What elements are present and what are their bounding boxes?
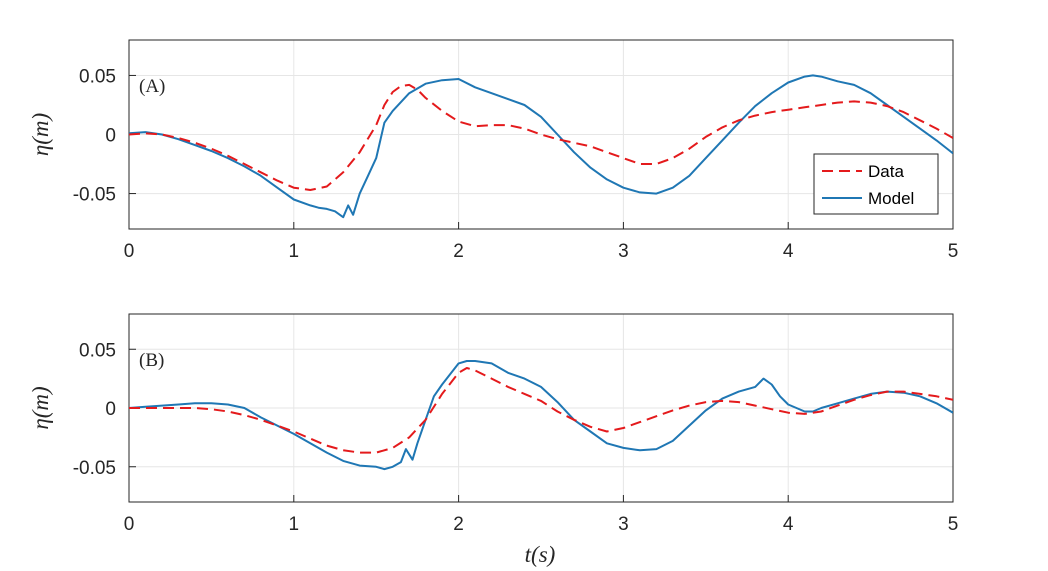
- x-tick-label: 0: [124, 241, 135, 262]
- y-tick-label: 0.05: [79, 66, 116, 87]
- model-series-line: [129, 74, 953, 219]
- x-tick-label: 1: [289, 241, 300, 262]
- y-axis-label: η(m): [28, 386, 53, 429]
- model-series-line: [129, 360, 953, 471]
- data-series-line: [129, 83, 953, 191]
- panel-label: (B): [139, 350, 164, 371]
- x-tick-label: 0: [124, 514, 135, 535]
- y-tick-label: 0.05: [79, 340, 116, 361]
- x-tick-label: 2: [453, 514, 464, 535]
- x-tick-label: 4: [783, 241, 794, 262]
- data-series-line: [129, 367, 953, 454]
- legend-box: [813, 153, 939, 215]
- y-tick-label: -0.05: [73, 185, 116, 206]
- x-tick-label: 3: [618, 514, 629, 535]
- legend-label-model: Model: [868, 189, 914, 208]
- x-tick-label: 5: [948, 514, 959, 535]
- x-tick-label: 3: [618, 241, 629, 262]
- x-tick-label: 1: [289, 514, 300, 535]
- x-tick-label: 2: [453, 241, 464, 262]
- x-tick-label: 4: [783, 514, 794, 535]
- panel-a: 0 1 2 3 4 5 -0.05 0 0.05 (A) η(m) Data Model: [28, 39, 959, 262]
- y-tick-label: 0: [105, 126, 116, 147]
- y-axis-label: η(m): [28, 113, 53, 156]
- x-axis-label: t(s): [525, 542, 556, 567]
- panel-b: 0 1 2 3 4 5 -0.05 0 0.05 (B) η(m): [28, 313, 959, 535]
- legend-label-data: Data: [868, 162, 904, 181]
- y-tick-label: 0: [105, 399, 116, 420]
- y-tick-label: -0.05: [73, 458, 116, 479]
- x-tick-label: 5: [948, 241, 959, 262]
- panel-label: (A): [139, 76, 165, 97]
